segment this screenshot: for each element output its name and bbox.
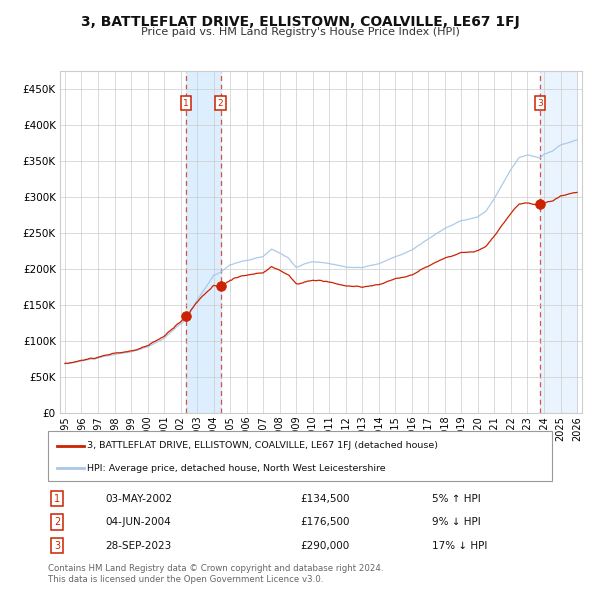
Text: 3: 3	[54, 541, 60, 550]
Text: 3: 3	[537, 99, 542, 108]
Text: Contains HM Land Registry data © Crown copyright and database right 2024.: Contains HM Land Registry data © Crown c…	[48, 565, 383, 573]
Text: Price paid vs. HM Land Registry's House Price Index (HPI): Price paid vs. HM Land Registry's House …	[140, 27, 460, 37]
Text: 1: 1	[184, 99, 189, 108]
Text: £290,000: £290,000	[300, 541, 349, 550]
Text: 9% ↓ HPI: 9% ↓ HPI	[432, 517, 481, 527]
Text: £134,500: £134,500	[300, 494, 349, 503]
Text: 1: 1	[54, 494, 60, 503]
Text: 3, BATTLEFLAT DRIVE, ELLISTOWN, COALVILLE, LE67 1FJ: 3, BATTLEFLAT DRIVE, ELLISTOWN, COALVILL…	[80, 15, 520, 29]
Text: This data is licensed under the Open Government Licence v3.0.: This data is licensed under the Open Gov…	[48, 575, 323, 584]
Text: 5% ↑ HPI: 5% ↑ HPI	[432, 494, 481, 503]
Text: 2: 2	[54, 517, 60, 527]
Text: 2: 2	[218, 99, 223, 108]
Text: 3, BATTLEFLAT DRIVE, ELLISTOWN, COALVILLE, LE67 1FJ (detached house): 3, BATTLEFLAT DRIVE, ELLISTOWN, COALVILL…	[87, 441, 438, 450]
Bar	[540, 71, 577, 413]
Bar	[540, 71, 577, 413]
Bar	[186, 71, 221, 413]
Text: 03-MAY-2002: 03-MAY-2002	[105, 494, 172, 503]
Text: HPI: Average price, detached house, North West Leicestershire: HPI: Average price, detached house, Nort…	[87, 464, 386, 473]
Text: 28-SEP-2023: 28-SEP-2023	[105, 541, 171, 550]
Text: £176,500: £176,500	[300, 517, 349, 527]
Text: 17% ↓ HPI: 17% ↓ HPI	[432, 541, 487, 550]
Text: 04-JUN-2004: 04-JUN-2004	[105, 517, 171, 527]
